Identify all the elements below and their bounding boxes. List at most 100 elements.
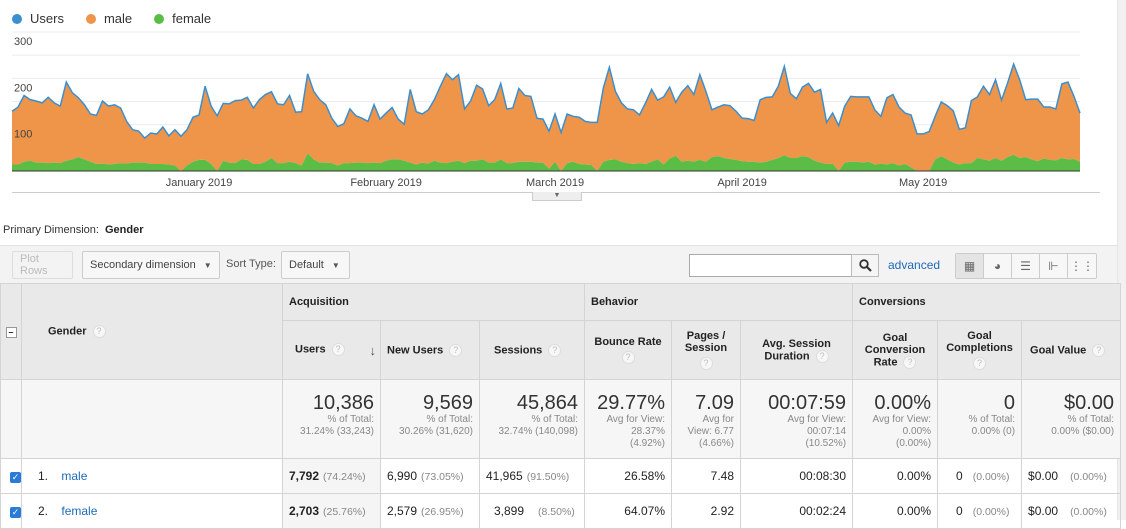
bounce-rate-cell: 26.58% — [584, 458, 672, 494]
plot-rows-button[interactable]: Plot Rows — [12, 251, 73, 279]
table-search-input[interactable] — [689, 254, 852, 277]
help-icon[interactable]: ? — [449, 343, 463, 357]
legend-item-users[interactable]: Users — [12, 11, 64, 26]
scrollbar[interactable] — [1117, 0, 1126, 520]
summary-sessions: 45,864% of Total: 32.74% (140,098) — [479, 379, 585, 459]
checkmark-icon: ✓ — [10, 472, 21, 483]
help-icon[interactable]: ? — [1092, 343, 1106, 357]
chevron-down-icon: ▼ — [203, 260, 212, 270]
users-dot-icon — [12, 13, 22, 24]
help-icon[interactable]: ? — [973, 357, 987, 370]
row-index: 2. — [38, 504, 49, 518]
goal-conversion-cell: 0.00% — [852, 458, 939, 494]
legend-item-male[interactable]: male — [85, 11, 133, 26]
x-tick-label: February 2019 — [350, 177, 422, 189]
help-icon[interactable]: ? — [815, 349, 829, 363]
row-checkbox[interactable]: ✓ — [0, 458, 22, 494]
advanced-filter-link[interactable]: advanced — [888, 258, 941, 272]
pages-session-cell: 2.92 — [671, 493, 741, 529]
help-icon[interactable]: ? — [699, 357, 713, 370]
conversions-group-header: Conversions — [852, 283, 1122, 321]
goal-conversion-header-label: Goal Conversion Rate — [864, 331, 926, 368]
primary-dimension-gender[interactable]: Gender — [104, 224, 144, 236]
new-users-column-header[interactable]: New Users? — [380, 320, 480, 380]
pie-view-icon[interactable]: ◕ — [984, 254, 1012, 278]
plot-rows-label: Plot Rows — [20, 253, 48, 277]
avg-duration-header-label: Avg. Session Duration — [762, 337, 831, 362]
sort-descending-icon: ↓ — [369, 342, 377, 358]
summary-checkbox-cell — [0, 379, 22, 459]
primary-dimension: Primary Dimension: Gender — [3, 224, 143, 236]
chart-collapse-handle[interactable]: ▼ — [532, 192, 582, 201]
help-icon[interactable]: ? — [331, 342, 345, 356]
row-checkbox[interactable]: ✓ — [0, 493, 22, 529]
help-icon[interactable]: ? — [621, 351, 635, 364]
pivot-view-icon[interactable]: ⋮⋮ — [1070, 259, 1094, 273]
users-header-label: Users — [295, 342, 326, 355]
summary-row: 10,386% of Total: 31.24% (33,243) 9,569% … — [0, 379, 1122, 459]
summary-bounce-rate: 29.77% Avg for View: 28.37% (4.92%) — [584, 379, 672, 459]
gender-link-male[interactable]: male — [61, 469, 88, 483]
help-icon[interactable]: ? — [548, 343, 562, 357]
sort-type-dropdown[interactable]: Default ▼ — [281, 251, 350, 279]
minus-icon: – — [5, 326, 17, 338]
sessions-header-label: Sessions — [494, 343, 543, 356]
behavior-group-header: Behavior — [583, 283, 854, 321]
avg-duration-column-header[interactable]: Avg. Session Duration? — [739, 320, 854, 380]
chevron-down-icon: ▼ — [331, 260, 340, 270]
gender-column-header[interactable]: Gender? — [21, 283, 283, 380]
bounce-rate-cell: 64.07% — [584, 493, 672, 529]
summary-new-users: 9,569% of Total: 30.26% (31,620) — [380, 379, 480, 459]
grid-view-icon[interactable]: ▦ — [956, 254, 984, 278]
users-cell: 7,792 (74.24%) — [282, 458, 381, 494]
x-tick-label: March 2019 — [526, 177, 584, 189]
select-all-toggle[interactable]: – — [0, 283, 22, 380]
gender-cell: 1. male — [21, 458, 283, 494]
pages-session-column-header[interactable]: Pages / Session? — [671, 320, 741, 380]
search-button[interactable] — [851, 254, 879, 277]
report-table: – Gender? Acquisition Behavior Conversio… — [0, 283, 1122, 529]
gender-header-label: Gender — [48, 325, 87, 338]
sort-type-value: Default — [289, 259, 324, 271]
legend-label: female — [172, 11, 212, 26]
legend-label: male — [103, 11, 133, 26]
bounce-rate-column-header[interactable]: Bounce Rate? — [584, 320, 672, 380]
sessions-cell: 3,899 (8.50%) — [479, 493, 585, 529]
x-tick-label: April 2019 — [717, 177, 767, 189]
goal-conversion-column-header[interactable]: Goal Conversion Rate? — [852, 320, 939, 380]
chart-legend: Users male female — [12, 11, 211, 26]
sort-type-label: Sort Type: — [226, 258, 276, 270]
goal-completions-column-header[interactable]: Goal Completions? — [937, 320, 1023, 380]
goal-value-column-header[interactable]: Goal Value? — [1021, 320, 1122, 380]
gender-cell: 2. female — [21, 493, 283, 529]
new-users-header-label: New Users — [387, 343, 444, 356]
table-toolbar: Plot Rows Secondary dimension ▼ Sort Type… — [0, 245, 1117, 283]
help-icon[interactable]: ? — [903, 355, 917, 369]
male-area — [12, 63, 1080, 171]
users-line — [11, 61, 1081, 140]
female-area — [12, 153, 1080, 171]
sessions-column-header[interactable]: Sessions? — [479, 320, 585, 380]
summary-pages-session: 7.09 Avg for View: 6.77 (4.66%) — [671, 379, 741, 459]
summary-goal-completions: 0% of Total: 0.00% (0) — [937, 379, 1023, 459]
comparison-view-icon[interactable]: ⊩ — [1040, 254, 1068, 278]
sessions-cell: 41,965 (91.50%) — [479, 458, 585, 494]
bar-view-icon[interactable]: ☰ — [1012, 254, 1040, 278]
legend-item-female[interactable]: female — [154, 11, 211, 26]
x-tick-label: January 2019 — [166, 177, 233, 189]
secondary-dimension-dropdown[interactable]: Secondary dimension ▼ — [82, 251, 220, 279]
male-dot-icon — [85, 13, 96, 24]
new-users-cell: 6,990 (73.05%) — [380, 458, 480, 494]
acquisition-group-header: Acquisition — [282, 283, 585, 321]
users-cell: 2,703 (25.76%) — [282, 493, 381, 529]
search-icon — [858, 259, 872, 272]
users-column-header[interactable]: Users? ↓ — [282, 320, 381, 380]
goal-value-header-label: Goal Value — [1030, 343, 1087, 356]
goal-completions-header-label: Goal Completions — [946, 330, 1013, 354]
view-switcher: ▦ ◕ ☰ ⊩ ⋮⋮ — [955, 253, 1097, 279]
y-tick-label: 300 — [14, 36, 32, 48]
gender-link-female[interactable]: female — [61, 504, 98, 518]
summary-label-cell — [21, 379, 283, 459]
y-tick-label: 200 — [14, 82, 32, 94]
help-icon[interactable]: ? — [92, 325, 106, 338]
